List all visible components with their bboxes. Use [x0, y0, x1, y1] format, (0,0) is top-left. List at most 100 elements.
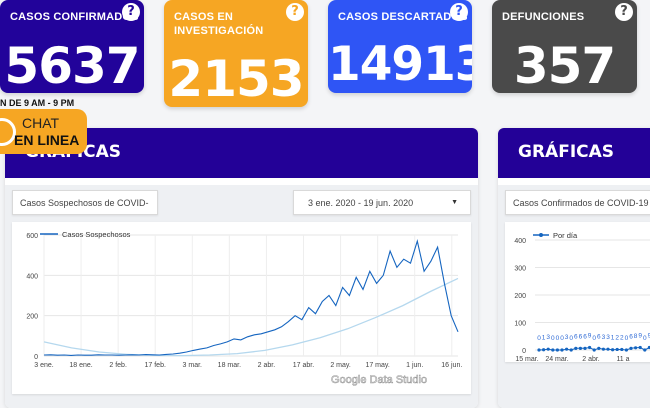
data-label: 2: [620, 334, 624, 341]
x-tick-label: 11 a: [616, 356, 629, 362]
data-point: [555, 348, 559, 352]
chat-hours: N DE 9 AM - 9 PM: [0, 98, 75, 108]
data-label: 0: [551, 335, 555, 342]
data-label: 9: [588, 333, 592, 340]
data-label: 6: [597, 333, 601, 340]
chat-bubble-icon: [0, 118, 16, 146]
data-point: [638, 345, 642, 350]
help-icon[interactable]: ?: [122, 3, 140, 21]
data-point: [588, 345, 592, 350]
stat-value: 2153: [168, 50, 304, 107]
help-icon[interactable]: ?: [286, 3, 304, 21]
date-range-picker[interactable]: 3 ene. 2020 - 19 jun. 2020 ▼: [293, 190, 471, 215]
stat-value: 357: [513, 37, 616, 93]
y-tick-label: 100: [514, 321, 526, 328]
stat-value: 5637: [4, 37, 140, 93]
data-label: 0: [560, 335, 564, 342]
series-line: [43, 238, 459, 356]
metric-selector[interactable]: Casos Sospechosos de COVID-19: [12, 190, 158, 232]
y-tick-label: 400: [514, 238, 526, 245]
stat-card-investigation: CASOS EN INVESTIGACIÓN ? 2153: [164, 0, 308, 107]
stat-label: CASOS CONFIRMADOS: [10, 11, 139, 23]
data-label: 0: [537, 335, 541, 342]
x-tick-label: 16 jun.: [441, 362, 462, 369]
data-label: 3: [565, 334, 569, 341]
data-point: [620, 347, 624, 352]
x-tick-label: 18 ene.: [69, 362, 92, 369]
x-tick-label: 17 feb.: [145, 362, 166, 369]
charts-panel-suspected: GRÁFICAS Casos Sospechosos de COVID-19 3…: [5, 128, 478, 408]
x-tick-label: 3 mar.: [183, 362, 203, 369]
panel-title: GRÁFICAS: [498, 128, 650, 178]
data-point: [560, 348, 564, 352]
chat-label-online: EN LINEA: [14, 132, 80, 148]
data-point: [551, 348, 555, 352]
data-point: [569, 348, 573, 352]
line-chart: 0 200 400 600 3 ene. 18 ene. 2 feb. 17 feb. 3 ma…: [26, 230, 462, 386]
x-tick-label: 17 abr.: [293, 362, 314, 369]
stat-card-deaths: DEFUNCIONES ? 357: [492, 0, 637, 93]
data-label: 1: [611, 335, 615, 342]
data-label: 0: [625, 335, 629, 342]
x-tick-label: 2 may.: [330, 362, 351, 369]
data-point: [643, 348, 647, 352]
y-tick-label: 0: [522, 348, 526, 355]
metric-selector[interactable]: Casos Confirmados de COVID-19: [505, 190, 650, 215]
help-icon[interactable]: ?: [450, 3, 468, 21]
x-tick-label: 24 mar.: [545, 356, 568, 362]
data-label: 6: [629, 333, 633, 340]
data-point: [634, 346, 638, 350]
data-label: 1: [542, 335, 546, 342]
stat-label: CASOS DESCARTADOS: [338, 11, 468, 23]
chat-button[interactable]: CHAT EN LINEA: [0, 109, 87, 154]
data-point: [629, 346, 633, 350]
legend-label: Por día: [553, 231, 578, 240]
data-label: 8: [634, 333, 638, 340]
suspected-chart[interactable]: 0 200 400 600 3 ene. 18 ene. 2 feb. 17 feb. 3 ma…: [12, 222, 471, 394]
data-point: [574, 346, 578, 350]
data-point: [542, 348, 546, 352]
data-point: [601, 347, 605, 351]
data-label: 3: [546, 334, 550, 341]
data-point: [583, 346, 587, 350]
data-label: 6: [574, 333, 578, 340]
y-tick-label: 600: [26, 233, 38, 240]
charts-panel-confirmed: GRÁFICAS Casos Confirmados de COVID-19 0…: [498, 128, 650, 408]
x-tick-label: 15 mar.: [515, 356, 538, 362]
x-tick-label: 3 ene.: [34, 362, 54, 369]
y-tick-label: 200: [26, 314, 38, 321]
data-point: [565, 347, 569, 351]
data-label: 0: [569, 335, 573, 342]
chevron-down-icon: ▼: [451, 199, 458, 206]
x-tick-label: 2 feb.: [109, 362, 127, 369]
stat-card-confirmed: CASOS CONFIRMADOS ? 5637: [0, 0, 144, 93]
date-range-label: 3 ene. 2020 - 19 jun. 2020: [308, 198, 414, 208]
legend-marker: [539, 233, 543, 237]
chat-label: CHAT: [22, 115, 60, 131]
data-point: [578, 346, 582, 350]
stat-label: CASOS EN INVESTIGACIÓN: [174, 11, 264, 37]
data-point: [537, 348, 541, 352]
data-label: 0: [556, 335, 560, 342]
legend-label: Casos Sospechosos: [62, 230, 131, 239]
x-tick-label: 1 jun.: [406, 362, 423, 369]
stat-card-discarded: CASOS DESCARTADOS ? 14913: [328, 0, 472, 93]
data-label: 9: [648, 333, 650, 340]
data-point: [546, 347, 550, 351]
y-tick-label: 300: [514, 266, 526, 273]
data-label: 3: [606, 334, 610, 341]
data-point: [592, 348, 596, 352]
data-point: [615, 347, 619, 352]
data-label: 6: [579, 333, 583, 340]
y-tick-label: 0: [34, 354, 38, 361]
data-label: 0: [643, 335, 647, 342]
help-icon[interactable]: ?: [615, 3, 633, 21]
trend-line: [43, 277, 459, 357]
data-label: 2: [615, 334, 619, 341]
data-point: [624, 348, 628, 352]
data-label: 0: [592, 335, 596, 342]
stat-label: DEFUNCIONES: [502, 11, 585, 23]
watermark: Google Data Studio: [331, 374, 427, 386]
